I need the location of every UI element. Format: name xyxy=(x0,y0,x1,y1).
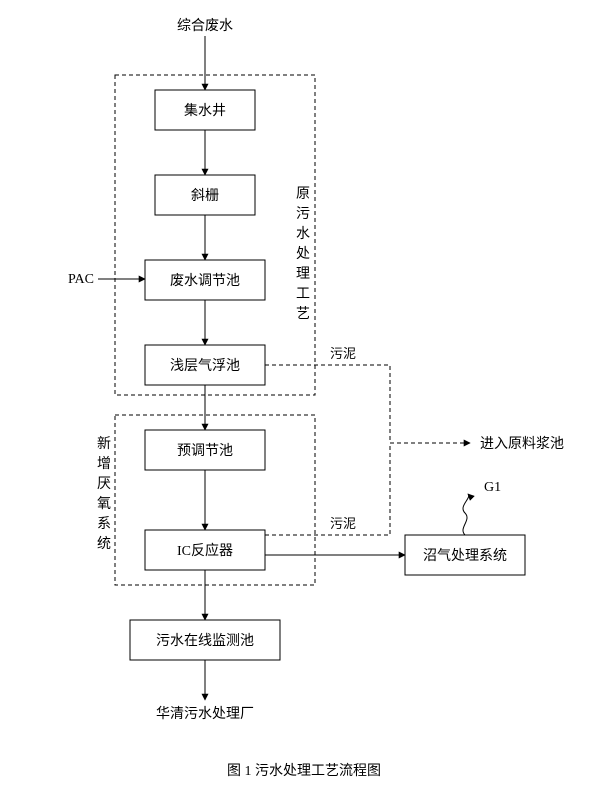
group1-char2: 水 xyxy=(296,226,310,242)
g1-label: G1 xyxy=(484,480,501,495)
adjust-label: 废水调节池 xyxy=(170,273,240,289)
figure-caption: 图 1 污水处理工艺流程图 xyxy=(227,763,381,779)
biogas-label: 沼气处理系统 xyxy=(423,548,507,564)
screen-label: 斜栅 xyxy=(191,188,219,204)
well-label: 集水井 xyxy=(184,102,226,119)
monitor-label: 污水在线监测池 xyxy=(156,633,254,649)
edge-icreactor-sludge xyxy=(265,443,390,535)
icreactor-label: IC反应器 xyxy=(177,542,233,559)
flowchart: 原 污 水 处 理 工 艺 新 增 厌 氧 系 统 综合废水 集水井 斜栅 PA… xyxy=(0,0,609,800)
group2-char4: 系 xyxy=(97,516,111,532)
sludge1-label: 污泥 xyxy=(330,346,356,361)
output-label: 华清污水处理厂 xyxy=(156,706,254,722)
pac-label: PAC xyxy=(68,272,94,287)
preadjust-label: 预调节池 xyxy=(177,443,233,459)
group2-char1: 增 xyxy=(97,456,111,472)
group1-char4: 理 xyxy=(296,267,310,282)
group1-char6: 艺 xyxy=(296,306,310,322)
group2-char3: 氧 xyxy=(97,496,111,512)
group1-char3: 处 xyxy=(296,246,310,262)
group2-char0: 新 xyxy=(97,436,111,452)
edge-biogas-g1 xyxy=(463,494,469,535)
group2-char5: 统 xyxy=(97,536,111,552)
group2-char2: 厌 xyxy=(97,477,111,492)
slurry-label: 进入原料浆池 xyxy=(480,436,564,452)
sludge2-label: 污泥 xyxy=(330,516,356,531)
input-label: 综合废水 xyxy=(177,18,233,34)
group1-char0: 原 xyxy=(296,187,310,202)
group1-char1: 污 xyxy=(296,206,310,222)
flotation-label: 浅层气浮池 xyxy=(170,358,240,374)
group1-char5: 工 xyxy=(296,287,310,302)
edge-flotation-sludge xyxy=(265,365,390,443)
